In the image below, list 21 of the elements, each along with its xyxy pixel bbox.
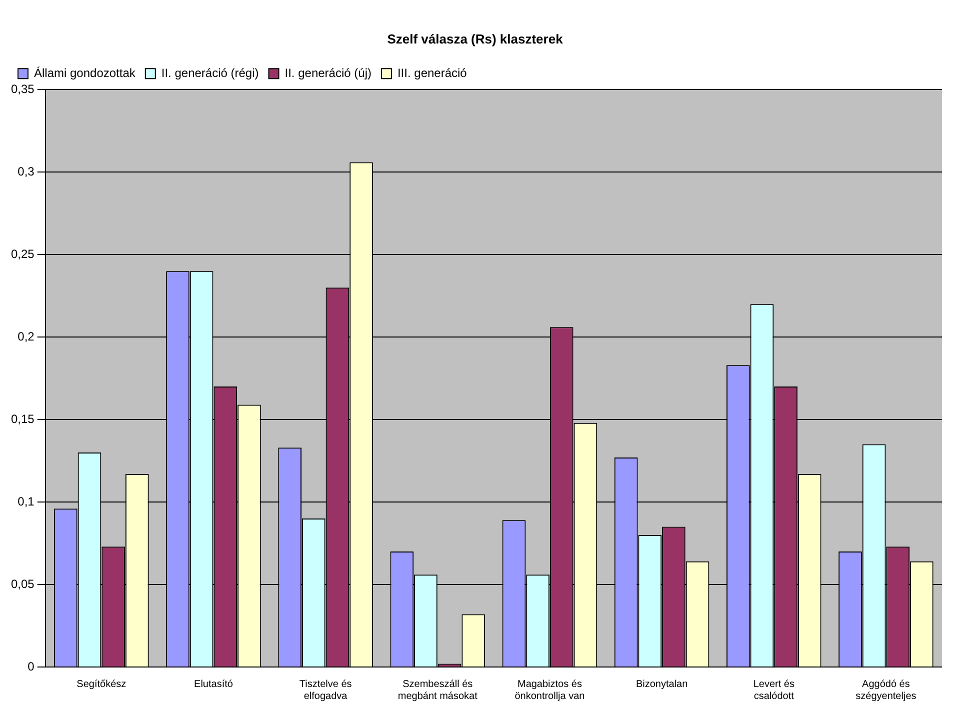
legend-label: Állami gondozottak	[34, 66, 136, 80]
legend-label: III. generáció	[397, 66, 468, 80]
y-tick-label: 0,25	[10, 246, 35, 261]
legend-label: II. generáció (régi)	[161, 66, 259, 80]
y-tick-label: 0	[28, 659, 35, 674]
x-tick-label: Elutasító	[194, 678, 234, 690]
y-tick-label: 0,35	[10, 82, 35, 96]
chart-title: Szelf válasza (Rs) klaszterek	[387, 31, 564, 46]
y-tick-label: 0,15	[10, 412, 35, 426]
y-tick-label: 0,1	[18, 494, 35, 508]
x-tick-label: Tisztelve és elfogadva	[299, 678, 352, 702]
x-tick-label: Segítőkész	[76, 678, 126, 690]
x-tick-label: Aggódó és szégyenteljes	[856, 678, 916, 702]
x-tick-label: Szembeszáll és megbánt másokat	[398, 678, 478, 702]
y-tick-label: 0,05	[10, 576, 35, 591]
legend-label: II. generáció (új)	[284, 66, 372, 80]
x-tick-label: Levert és csalódott	[753, 678, 794, 702]
x-tick-label: Bizonytalan	[636, 678, 688, 690]
y-tick-label: 0,3	[18, 164, 35, 178]
y-tick-label: 0,2	[18, 329, 35, 344]
x-tick-label: Magabiztos és önkontrollja van	[514, 678, 585, 702]
